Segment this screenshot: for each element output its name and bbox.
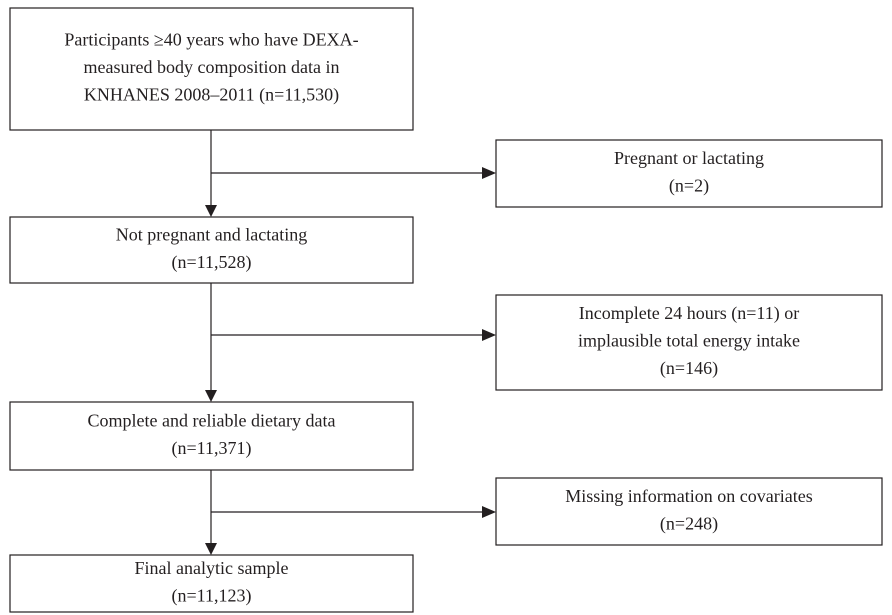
node-text: (n=146) bbox=[660, 358, 718, 379]
node-text: (n=248) bbox=[660, 513, 718, 534]
node-text: Final analytic sample bbox=[135, 558, 289, 578]
node-box bbox=[9, 7, 414, 131]
node-text: Pregnant or lactating bbox=[614, 148, 764, 168]
node-box bbox=[9, 401, 414, 471]
arrowhead bbox=[205, 543, 217, 555]
node-box bbox=[495, 139, 883, 208]
node-text: KNHANES 2008–2011 (n=11,530) bbox=[84, 85, 339, 106]
arrowhead bbox=[205, 390, 217, 402]
node-text: measured body composition data in bbox=[84, 57, 340, 77]
node-text: (n=2) bbox=[669, 175, 709, 196]
arrowhead bbox=[482, 329, 496, 341]
node-text: Missing information on covariates bbox=[565, 486, 812, 506]
node-box bbox=[9, 554, 414, 613]
node-text: (n=11,528) bbox=[172, 252, 252, 273]
node-text: (n=11,371) bbox=[172, 438, 252, 459]
node-text: Complete and reliable dietary data bbox=[88, 410, 336, 430]
node-text: Participants ≥40 years who have DEXA- bbox=[64, 30, 358, 50]
node-text: (n=11,123) bbox=[172, 585, 252, 606]
arrowhead bbox=[205, 205, 217, 217]
node-box bbox=[495, 477, 883, 546]
arrowhead bbox=[482, 167, 496, 179]
node-box bbox=[495, 294, 883, 391]
node-text: Not pregnant and lactating bbox=[116, 224, 307, 244]
node-text: implausible total energy intake bbox=[578, 331, 800, 351]
connectors bbox=[205, 130, 496, 555]
arrowhead bbox=[482, 506, 496, 518]
node-box bbox=[9, 216, 414, 284]
node-text: Incomplete 24 hours (n=11) or bbox=[579, 303, 799, 324]
